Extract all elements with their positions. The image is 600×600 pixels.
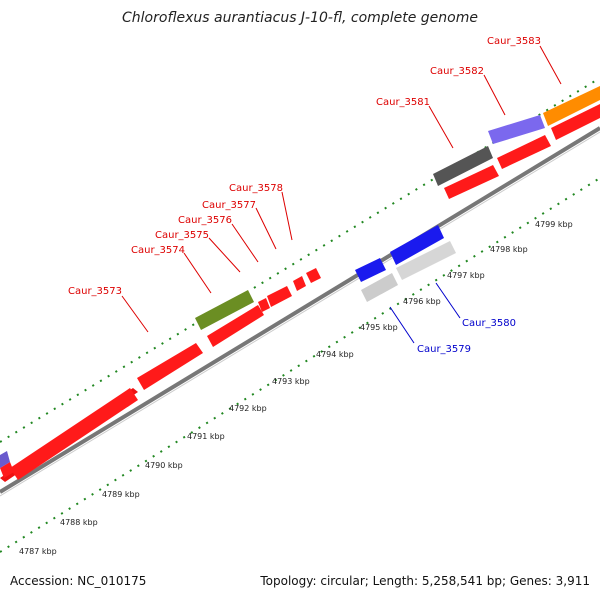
gene-caur-3579-blue[interactable]: [355, 258, 386, 282]
kbp-label: 4797 kbp: [447, 271, 485, 280]
gene-arrow[interactable]: [207, 305, 264, 347]
gene-label[interactable]: Caur_3583: [487, 36, 541, 47]
kbp-label: 4799 kbp: [535, 220, 573, 229]
backbone-track-shadow: [0, 131, 600, 497]
gene-arrow[interactable]: [551, 104, 600, 140]
gene-left-edge-box[interactable]: [0, 451, 10, 468]
genome-summary: Topology: circular; Length: 5,258,541 bp…: [260, 574, 590, 588]
gene-arrow[interactable]: [137, 343, 203, 390]
upper-colored-features: [0, 86, 600, 468]
gene-label[interactable]: Caur_3576: [178, 215, 232, 226]
gene-gray-1[interactable]: [361, 273, 398, 302]
kbp-label: 4789 kbp: [102, 490, 140, 499]
gene-gray-2[interactable]: [396, 241, 456, 280]
kbp-label: 4796 kbp: [403, 297, 441, 306]
gene-arrow[interactable]: [267, 286, 292, 307]
gene-label[interactable]: Caur_3578: [229, 183, 283, 194]
kbp-label: 4788 kbp: [60, 518, 98, 527]
gene-arrow[interactable]: [497, 135, 551, 169]
lower-tick-ruler: [0, 177, 600, 553]
backbone-track: [0, 126, 600, 494]
gene-label[interactable]: Caur_3573: [68, 286, 122, 297]
gene-label[interactable]: Caur_3581: [376, 97, 430, 108]
gene-labels: Caur_3573 Caur_3574 Caur_3575 Caur_3576 …: [68, 36, 541, 355]
gene-caur-3573-box[interactable]: [195, 290, 254, 330]
gene-arrow[interactable]: [444, 165, 499, 199]
accession-label: Accession: NC_010175: [10, 574, 147, 588]
kbp-label: 4792 kbp: [229, 404, 267, 413]
kbp-label: 4791 kbp: [187, 432, 225, 441]
gene-caur-3582-box[interactable]: [488, 115, 545, 144]
kbp-label: 4787 kbp: [19, 547, 57, 556]
gene-arrow[interactable]: [258, 298, 270, 312]
gene-label[interactable]: Caur_3579: [417, 344, 471, 355]
label-leaders: [121, 45, 562, 344]
forward-features: [0, 104, 600, 482]
kbp-labels: 4787 kbp 4788 kbp 4789 kbp 4790 kbp 4791…: [19, 220, 573, 556]
kbp-label: 4795 kbp: [360, 323, 398, 332]
gene-label[interactable]: Caur_3582: [430, 66, 484, 77]
gene-arrow[interactable]: [0, 462, 14, 478]
kbp-label: 4793 kbp: [272, 377, 310, 386]
gene-caur-3581-box[interactable]: [433, 146, 493, 186]
gene-arrow[interactable]: [293, 276, 306, 291]
gene-label[interactable]: Caur_3574: [131, 245, 185, 256]
map-title: Chloroflexus aurantiacus J-10-fl, comple…: [122, 10, 478, 26]
gene-arrow[interactable]: [306, 268, 321, 283]
kbp-label: 4790 kbp: [145, 461, 183, 470]
gene-caur-3580-blue[interactable]: [390, 225, 444, 265]
gene-label[interactable]: Caur_3577: [202, 200, 256, 211]
gene-label[interactable]: Caur_3575: [155, 230, 209, 241]
gene-arrow[interactable]: [10, 388, 138, 480]
gene-caur-3583-box[interactable]: [543, 86, 600, 126]
kbp-label: 4794 kbp: [316, 350, 354, 359]
reverse-features: [355, 225, 456, 302]
gene-label[interactable]: Caur_3580: [462, 318, 516, 329]
kbp-label: 4798 kbp: [490, 245, 528, 254]
